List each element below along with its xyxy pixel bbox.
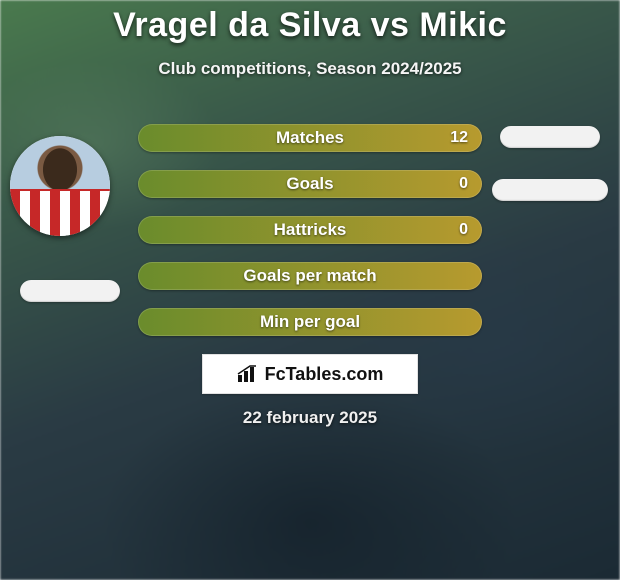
page-title: Vragel da Silva vs Mikic: [0, 6, 620, 45]
stat-row-matches: Matches 12: [138, 124, 482, 152]
stat-row-goals-per-match: Goals per match: [138, 262, 482, 290]
stat-row-goals: Goals 0: [138, 170, 482, 198]
brand-text: FcTables.com: [265, 364, 384, 385]
brand-badge: FcTables.com: [202, 354, 418, 394]
avatar-photo: [10, 136, 110, 236]
bar-chart-icon: [237, 365, 259, 383]
comparison-card: Vragel da Silva vs Mikic Club competitio…: [0, 0, 620, 580]
stat-label: Goals per match: [243, 266, 376, 286]
stat-row-min-per-goal: Min per goal: [138, 308, 482, 336]
stat-label: Matches: [276, 128, 344, 148]
stats-bars: Matches 12 Goals 0 Hattricks 0 Goals per…: [138, 124, 482, 354]
stat-label: Goals: [286, 174, 333, 194]
stat-row-hattricks: Hattricks 0: [138, 216, 482, 244]
stat-value: 0: [459, 221, 468, 239]
player-left-nameplate: [20, 280, 120, 302]
stat-label: Hattricks: [274, 220, 347, 240]
stat-label: Min per goal: [260, 312, 360, 332]
stat-value: 0: [459, 175, 468, 193]
player-right-nameplate-1: [500, 126, 600, 148]
player-right-nameplate-2: [492, 179, 608, 201]
page-subtitle: Club competitions, Season 2024/2025: [0, 59, 620, 79]
player-left-avatar: [10, 136, 110, 236]
footer-date: 22 february 2025: [0, 408, 620, 428]
stat-value: 12: [450, 129, 468, 147]
